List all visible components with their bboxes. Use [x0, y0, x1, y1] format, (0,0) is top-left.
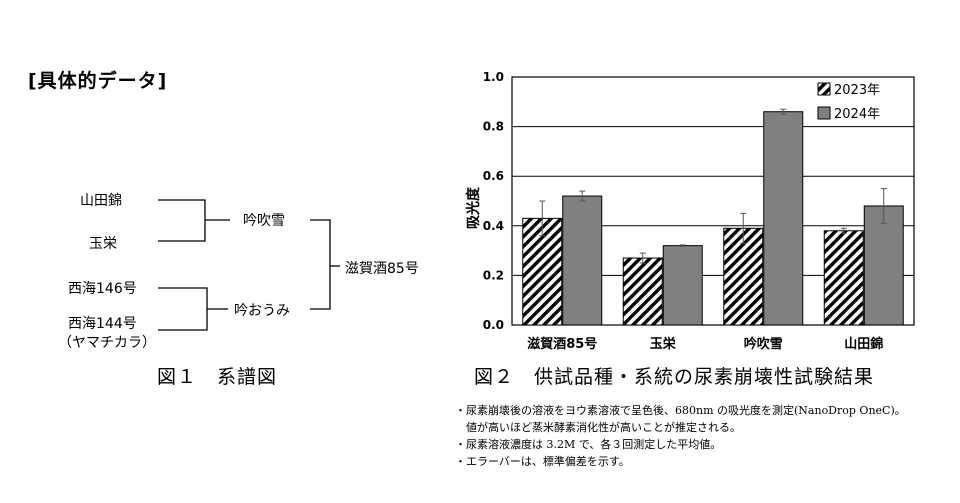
- section-heading: [具体的データ]: [28, 70, 168, 92]
- legend-label: 2023年: [834, 83, 880, 98]
- note-line-4: ・エラーバーは、標準偏差を示す。: [455, 455, 630, 468]
- y-tick-label: 0.2: [483, 268, 504, 282]
- y-tick-label: 0.0: [483, 318, 504, 332]
- bar-2024: [662, 245, 703, 326]
- x-tick-label: 滋賀酒85号: [527, 336, 597, 352]
- plot-frame: [511, 76, 915, 326]
- legend-label: 2024年: [834, 107, 880, 122]
- pedigree-bracket-a: [158, 199, 206, 242]
- pedigree-parent-yamadanishiki: 山田錦: [80, 193, 122, 209]
- bar-chart: 0.0 0.2 0.4 0.6 0.8 1.0 滋賀酒85号 玉栄 吟吹雪 山田錦 吸光度 20…: [465, 70, 915, 352]
- pedigree-parent-saikai144: 西海144号: [68, 316, 137, 332]
- pedigree-mid-ginfubuki: 吟吹雪: [243, 213, 285, 229]
- bar-2023: [622, 257, 663, 326]
- pedigree-bracket-b: [158, 287, 208, 331]
- x-tick-label: 山田錦: [844, 336, 883, 352]
- pedigree-bracket-c: [310, 219, 331, 310]
- x-tick-label: 吟吹雪: [744, 336, 783, 352]
- bar-2024: [562, 195, 603, 326]
- note-line-3: ・尿素溶液濃度は 3.2M で、各３回測定した平均値。: [455, 438, 722, 451]
- bar-2023: [823, 230, 864, 326]
- y-tick-label: 0.4: [483, 219, 504, 233]
- figure1-caption: 図１ 系譜図: [157, 366, 278, 388]
- y-axis-label: 吸光度: [465, 186, 482, 229]
- y-tick-label: 0.6: [483, 169, 504, 183]
- pedigree-lines: [158, 199, 340, 331]
- note-line-1: ・尿素崩壊後の溶液をヨウ素溶液で呈色後、680nm の吸光度を測定(NanoDr…: [455, 404, 906, 417]
- pedigree-parent-tamasakae: 玉栄: [89, 236, 117, 252]
- y-tick-label: 0.8: [483, 120, 504, 134]
- pedigree-parent-saikai146: 西海146号: [68, 281, 137, 297]
- pedigree-parent-note: （ヤマチカラ）: [58, 335, 156, 351]
- legend-swatch: [817, 82, 831, 96]
- y-tick-label: 1.0: [483, 70, 504, 84]
- pedigree-mid-ginoumi: 吟おうみ: [234, 303, 290, 319]
- pedigree-child: 滋賀酒85号: [345, 261, 419, 277]
- note-line-2: 値が高いほど蒸米酵素消化性が高いことが推定される。: [455, 421, 741, 434]
- x-tick-label: 玉栄: [650, 336, 677, 352]
- bar-2024: [763, 111, 804, 326]
- legend-swatch: [817, 106, 831, 120]
- figure2-caption: 図２ 供試品種・系統の尿素崩壊性試験結果: [474, 366, 875, 388]
